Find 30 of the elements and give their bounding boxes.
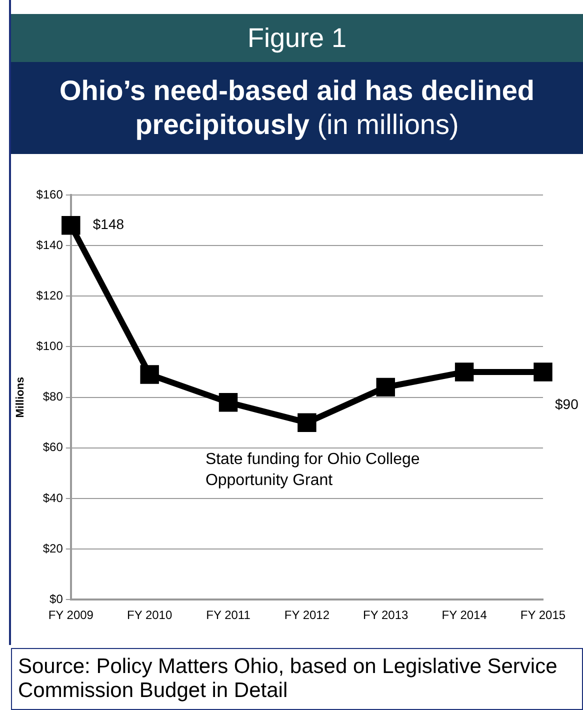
y-tick-label: $40 [42, 490, 64, 505]
x-tick-label: FY 2015 [520, 608, 566, 622]
y-tick-label: $140 [36, 238, 64, 252]
data-label: $90 [555, 396, 579, 412]
y-axis-title: Millions [14, 376, 27, 418]
point [218, 392, 238, 412]
point [298, 413, 316, 432]
x-tick-label: FY 2012 [284, 608, 330, 622]
point [62, 216, 80, 235]
y-tick-label: $160 [36, 187, 64, 202]
chart-subtitle: Ohio’s need-based aid has declined precipitously (in millions) [11, 62, 583, 154]
y-tick-label: $100 [36, 339, 64, 354]
x-tick-label: FY 2009 [48, 608, 94, 622]
x-tick-label: FY 2011 [206, 608, 251, 622]
y-tick-label: $0 [50, 592, 64, 606]
y-tick-label: $20 [42, 541, 64, 556]
x-tick-label: FY 2013 [363, 608, 409, 622]
point [140, 365, 159, 384]
chart-title: Figure 1 [11, 14, 583, 62]
x-tick-label: FY 2010 [127, 608, 172, 622]
y-tick-label: $60 [42, 440, 64, 454]
text: State funding for Ohio College Opportunity Grant [205, 451, 420, 490]
point [534, 362, 552, 382]
data-label: $148 [92, 216, 124, 232]
point [376, 378, 395, 397]
point [454, 362, 474, 382]
y-tick-label: $120 [36, 288, 64, 302]
source-note: Source: Policy Matters Ohio, based on Legislative Service Commission Budget in Detail [11, 648, 583, 710]
x-tick-label: FY 2014 [442, 608, 488, 622]
y-tick-label: $80 [42, 390, 64, 404]
